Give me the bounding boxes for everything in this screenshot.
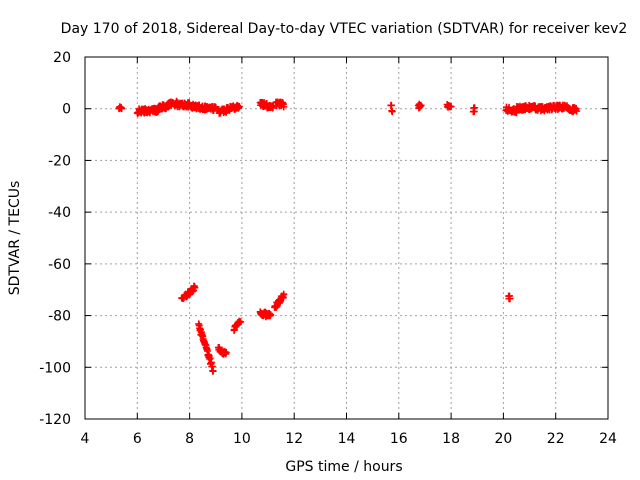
data-point	[280, 290, 288, 298]
x-tick-label: 10	[233, 431, 251, 447]
y-tick-label: -100	[39, 360, 71, 376]
y-tick-label: -20	[48, 153, 71, 169]
chart-title: Day 170 of 2018, Sidereal Day-to-day VTE…	[61, 21, 628, 37]
data-point	[237, 318, 245, 326]
y-tick-label: -120	[39, 412, 71, 428]
y-tick-label: -40	[48, 205, 71, 221]
x-tick-label: 8	[185, 431, 194, 447]
data-point	[417, 101, 425, 109]
data-point	[573, 107, 581, 115]
data-point	[280, 103, 288, 111]
data-point	[118, 105, 126, 113]
data-points	[115, 97, 581, 375]
data-point	[209, 367, 217, 375]
data-point	[191, 284, 199, 292]
x-tick-label: 22	[547, 431, 565, 447]
x-tick-label: 20	[494, 431, 512, 447]
x-axis-label: GPS time / hours	[285, 459, 402, 475]
data-point	[506, 295, 514, 303]
data-point	[267, 311, 275, 319]
data-point	[388, 108, 396, 116]
data-point	[471, 104, 479, 112]
x-tick-label: 4	[81, 431, 90, 447]
data-point	[222, 349, 230, 357]
y-tick-label: -60	[48, 257, 71, 273]
x-tick-label: 14	[338, 431, 356, 447]
data-point	[235, 103, 243, 111]
x-tick-label: 16	[390, 431, 408, 447]
x-tick-label: 24	[599, 431, 617, 447]
grid-lines	[85, 57, 608, 419]
y-tick-label: 0	[62, 102, 71, 118]
y-axis-label: SDTVAR / TECUs	[7, 181, 23, 296]
axis-ticks: 4 6 8 10 12 14 16 18 20 22 24 20 0 -20 -40 -60 -80 -100 -1…	[39, 50, 617, 447]
x-tick-label: 6	[133, 431, 142, 447]
data-point	[447, 103, 455, 111]
x-tick-label: 18	[442, 431, 460, 447]
y-tick-label: -80	[48, 309, 71, 325]
x-tick-label: 12	[285, 431, 303, 447]
y-tick-label: 20	[53, 50, 71, 66]
